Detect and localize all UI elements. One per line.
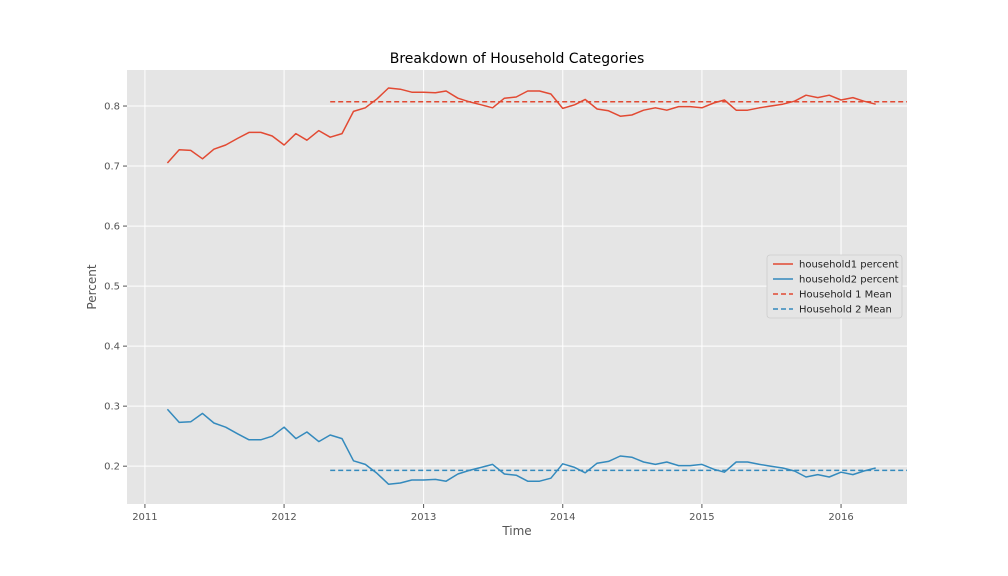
y-tick-label: 0.3 [104,402,120,413]
legend: household1 percent household2 percent Hous… [767,255,902,318]
x-tick-label: 2012 [271,512,296,523]
x-tick-label: 2013 [411,512,436,523]
y-tick-label: 0.8 [104,102,120,113]
legend-label-3: Household 1 Mean [799,290,892,301]
x-tick-label: 2015 [689,512,714,523]
x-axis-label: Time [501,524,531,538]
x-tick-label: 2011 [132,512,157,523]
chart-title: Breakdown of Household Categories [390,51,645,67]
x-tick-label: 2016 [828,512,853,523]
legend-label-4: Household 2 Mean [799,305,892,316]
y-axis-ticks: 0.2 0.3 0.4 0.5 0.6 0.7 0.8 [104,102,127,473]
legend-label-1: household1 percent [799,260,899,271]
y-tick-label: 0.6 [104,222,120,233]
x-tick-label: 2014 [550,512,575,523]
y-axis-label: Percent [85,264,99,309]
x-axis-ticks: 2011 2012 2013 2014 2015 2016 [132,504,854,523]
y-tick-label: 0.5 [104,282,120,293]
y-tick-label: 0.2 [104,462,120,473]
y-tick-label: 0.7 [104,162,120,173]
legend-label-2: household2 percent [799,275,899,286]
y-tick-label: 0.4 [104,342,120,353]
